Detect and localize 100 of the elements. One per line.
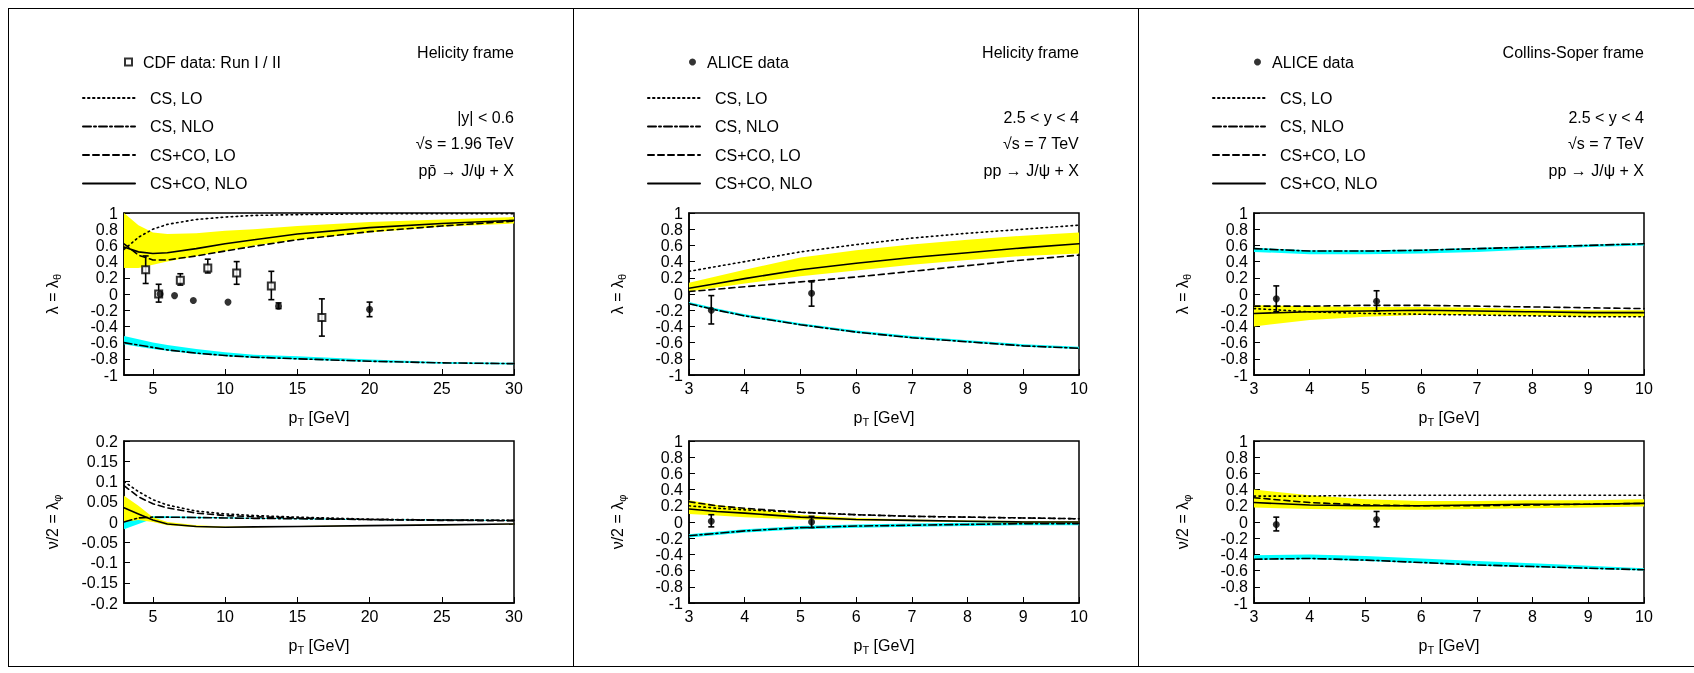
y-tick-label: 0 — [1239, 513, 1249, 531]
x-tick-label: 3 — [684, 607, 694, 625]
x-tick-label: 8 — [1528, 379, 1538, 397]
x-tick-label: 25 — [432, 607, 451, 625]
x-tick-label: 20 — [360, 379, 379, 397]
x-tick-label: 20 — [360, 607, 379, 625]
x-tick-label: 6 — [1416, 607, 1426, 625]
y-tick-label: 0.05 — [86, 493, 119, 511]
y-tick-label: -0.2 — [90, 594, 119, 612]
y-tick-label: 0.2 — [95, 432, 119, 450]
y-tick-label: -0.8 — [655, 350, 684, 368]
legend-label: CS+CO, LO — [1280, 146, 1366, 164]
y-tick-label: 0.4 — [660, 481, 684, 499]
x-tick-label: 6 — [851, 607, 861, 625]
y-tick-label: -0.2 — [655, 301, 684, 319]
y-tick-label: -0.6 — [655, 334, 684, 352]
x-tick-label: 3 — [1249, 379, 1259, 397]
y-tick-label: 0.2 — [1225, 497, 1249, 515]
y-tick-label: 0.2 — [660, 269, 684, 287]
y-tick-label: 0.4 — [1225, 481, 1249, 499]
chart-title: Collins-Soper frame — [1502, 43, 1645, 61]
y-tick-label: 0.15 — [86, 452, 119, 470]
y-tick-label: 1 — [674, 204, 684, 222]
text: 2.5 < y < 4 — [1568, 108, 1645, 126]
y-tick-label: -0.8 — [1220, 350, 1249, 368]
y-tick-label: 0.8 — [660, 448, 684, 466]
legend-label: ALICE data — [707, 53, 789, 71]
y-axis-title: ν/2 = λφ — [43, 494, 63, 550]
x-tick-label: 4 — [1305, 379, 1315, 397]
x-tick-label: 5 — [148, 379, 158, 397]
y-tick-label: 0.6 — [95, 236, 119, 254]
y-tick-label: 0 — [109, 513, 119, 531]
y-tick-label: 0.6 — [660, 464, 684, 482]
legend-label: CS, LO — [715, 89, 768, 107]
chart-title: Helicity frame — [982, 43, 1080, 61]
y-tick-label: 1 — [1239, 432, 1249, 450]
x-tick-label: 7 — [907, 379, 917, 397]
y-tick-label: -0.05 — [81, 533, 119, 551]
y-tick-label: -0.2 — [1220, 529, 1249, 547]
y-tick-label: 0.6 — [1225, 236, 1249, 254]
x-tick-label: 10 — [1635, 379, 1653, 397]
chart-title: Helicity frame — [417, 43, 515, 61]
x-tick-label: 5 — [795, 379, 805, 397]
y-tick-label: 0.2 — [660, 497, 684, 515]
legend-label: CS+CO, NLO — [1280, 175, 1378, 192]
legend-label: CS+CO, LO — [150, 146, 236, 164]
legend-label: CS, LO — [1280, 89, 1333, 107]
y-tick-label: -0.4 — [90, 317, 119, 335]
x-tick-label: 5 — [795, 607, 805, 625]
y-tick-label: 0.8 — [660, 220, 684, 238]
x-tick-label: 7 — [1472, 379, 1482, 397]
y-tick-label: -1 — [103, 366, 119, 384]
y-tick-label: 0 — [674, 285, 684, 303]
y-tick-label: -0.4 — [1220, 545, 1249, 563]
y-tick-label: -1 — [668, 594, 684, 612]
y-tick-label: 0.4 — [95, 253, 119, 271]
y-tick-label: -0.6 — [1220, 562, 1249, 580]
y-tick-label: -0.2 — [655, 529, 684, 547]
x-tick-label: 9 — [1018, 607, 1028, 625]
y-tick-label: -1 — [1233, 594, 1249, 612]
legend-label: CS, LO — [150, 89, 203, 107]
x-tick-label: 3 — [1249, 607, 1259, 625]
x-tick-label: 9 — [1018, 379, 1028, 397]
y-tick-label: 1 — [1239, 204, 1249, 222]
y-tick-label: -0.15 — [81, 574, 119, 592]
text: 2.5 < y < 4 — [1003, 108, 1080, 126]
text: √s = 7 TeV — [1003, 135, 1080, 152]
text: √s = 1.96 TeV — [415, 135, 515, 152]
y-tick-label: 0.6 — [1225, 464, 1249, 482]
x-tick-label: 4 — [740, 379, 750, 397]
y-tick-label: 0.8 — [95, 220, 119, 238]
x-tick-label: 5 — [1360, 607, 1370, 625]
y-tick-label: -0.4 — [655, 317, 684, 335]
y-tick-label: -0.6 — [90, 334, 119, 352]
y-tick-label: -1 — [668, 366, 684, 384]
x-tick-label: 9 — [1583, 607, 1593, 625]
x-tick-label: 9 — [1583, 379, 1593, 397]
x-tick-label: 30 — [505, 379, 523, 397]
y-tick-label: 0 — [109, 285, 119, 303]
y-tick-label: -0.4 — [1220, 317, 1249, 335]
y-tick-label: 0.4 — [1225, 253, 1249, 271]
y-tick-label: 0 — [674, 513, 684, 531]
y-tick-label: 1 — [674, 432, 684, 450]
y-tick-label: -0.1 — [90, 554, 119, 571]
x-tick-label: 8 — [963, 607, 973, 625]
y-tick-label: 0.1 — [95, 473, 119, 490]
y-tick-label: -0.2 — [90, 301, 119, 319]
y-tick-label: -0.6 — [1220, 334, 1249, 352]
y-tick-label: -1 — [1233, 366, 1249, 384]
x-tick-label: 7 — [907, 607, 917, 625]
x-tick-label: 4 — [740, 607, 750, 625]
legend-label: CS, NLO — [150, 118, 215, 135]
x-tick-label: 10 — [1070, 379, 1088, 397]
legend-label: CDF data: Run I / II — [143, 53, 281, 71]
y-tick-label: -0.2 — [1220, 301, 1249, 319]
y-tick-label: 0.8 — [1225, 220, 1249, 238]
x-tick-label: 30 — [505, 607, 523, 625]
x-tick-label: 5 — [148, 607, 158, 625]
y-tick-label: 0.8 — [1225, 448, 1249, 466]
y-tick-label: 0.6 — [660, 236, 684, 254]
